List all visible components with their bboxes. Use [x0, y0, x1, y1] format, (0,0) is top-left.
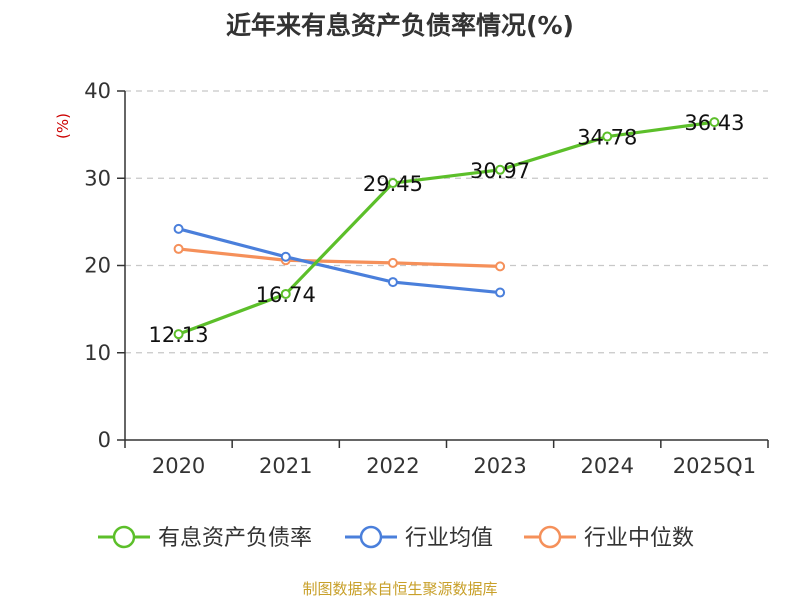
axis-layer: 0 10 20 30 40 (%) 2020 2021 2022 2023 2024 2025Q1: [54, 79, 769, 478]
y-tick-label: 40: [84, 79, 111, 103]
y-tick-label: 30: [84, 166, 111, 190]
grid-layer: [125, 90, 768, 354]
x-tick-label: 2022: [366, 454, 419, 478]
source-note: 制图数据来自恒生聚源数据库: [302, 580, 498, 598]
series-line: [178, 247, 501, 268]
legend-marker: [359, 525, 383, 549]
data-point: [387, 178, 398, 189]
data-point: [173, 243, 184, 254]
x-tick-label: 2024: [581, 454, 634, 478]
legend-label: 行业中位数: [584, 526, 694, 551]
data-point: [495, 287, 506, 298]
x-tick-label: 2020: [152, 454, 205, 478]
label-layer: 12.13 16.74 29.45 30.97 34.78 36.43: [149, 111, 745, 347]
data-label: 36.43: [684, 111, 744, 135]
y-tick-label: 20: [84, 254, 111, 278]
data-point: [387, 257, 398, 268]
legend-label: 有息资产负债率: [158, 526, 312, 551]
data-label: 30.97: [470, 159, 530, 183]
series-line: [178, 227, 501, 295]
data-point: [495, 164, 506, 175]
data-point: [602, 131, 613, 142]
series-layer: [173, 117, 720, 340]
data-point: [280, 251, 291, 262]
legend: 有息资产负债率 行业均值 行业中位数: [98, 525, 694, 551]
y-tick-label: 10: [84, 341, 111, 365]
data-label: 34.78: [577, 126, 637, 150]
chart-title: 近年来有息资产负债率情况(%): [226, 11, 574, 40]
data-label: 12.13: [149, 323, 209, 347]
x-tick-label: 2021: [259, 454, 312, 478]
x-tick-label: 2023: [473, 454, 526, 478]
data-point: [173, 329, 184, 340]
legend-marker: [538, 525, 562, 549]
series-line: [178, 120, 715, 336]
data-point: [173, 223, 184, 234]
data-label: 29.45: [363, 172, 423, 196]
data-label: 16.74: [256, 283, 316, 307]
legend-marker: [112, 525, 136, 549]
y-axis-label: (%): [54, 113, 72, 139]
data-point: [280, 288, 291, 299]
legend-label: 行业均值: [405, 526, 493, 551]
data-point: [387, 277, 398, 288]
x-tick-label: 2025Q1: [673, 454, 756, 478]
data-point: [709, 117, 720, 128]
data-point: [495, 261, 506, 272]
y-tick-label: 0: [98, 428, 111, 452]
